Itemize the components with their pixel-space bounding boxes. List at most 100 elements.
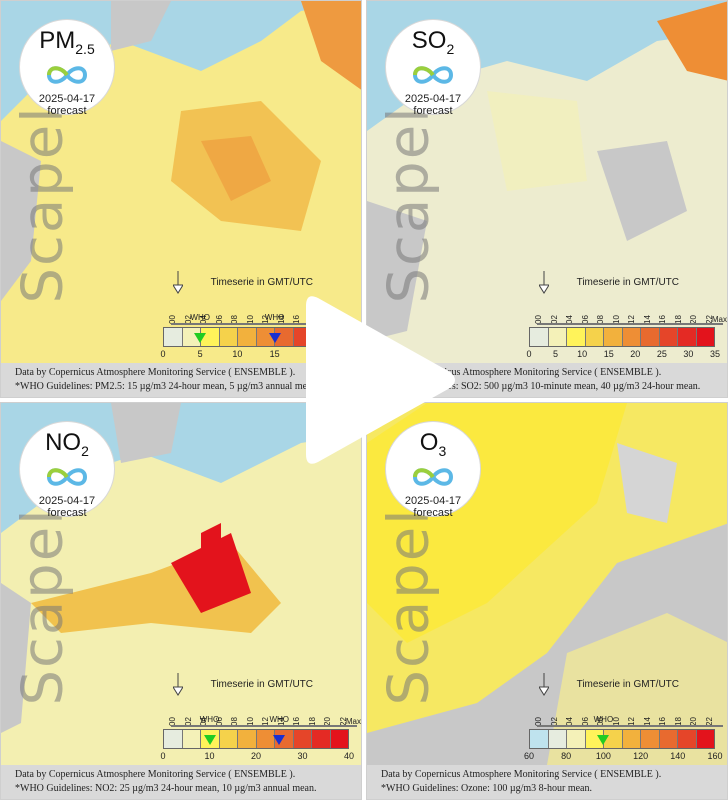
legend-tick-label: 120	[633, 751, 649, 761]
legend-tick-label: 0	[160, 751, 166, 761]
scapeler-watermark: Scapeler	[376, 43, 442, 304]
legend-tick-label: 100	[595, 751, 611, 761]
legend-ticks: 60 80 100 120 140 160	[524, 751, 725, 763]
forecast-label: forecast	[413, 506, 453, 519]
legend-tick-label: 20	[250, 751, 262, 761]
current-time-marker-icon	[539, 271, 549, 294]
play-icon[interactable]	[300, 290, 460, 470]
caption-who: *WHO Guidelines: PM2.5: 15 µg/m3 24-hour…	[15, 381, 319, 392]
infinity-logo-icon	[46, 468, 88, 486]
who-guideline-arrow-icon	[597, 735, 610, 745]
pollutant-title: SO2	[411, 27, 455, 57]
panel-no2: Scapeler NO2 2025-04-17 forecast Timeser…	[0, 402, 362, 800]
panel-so2: Scapeler SO2 2025-04-17 forecast Timeser…	[366, 0, 728, 398]
timeserie-label: Timeserie in GMT/UTC	[576, 679, 679, 690]
who-guideline-arrow-icon	[268, 333, 281, 343]
timeserie-label: Timeserie in GMT/UTC	[576, 277, 679, 288]
who-guideline-arrow-icon	[194, 333, 207, 343]
color-legend: 60 80 100 120 140 160 WHO	[524, 715, 725, 765]
color-swatch	[530, 730, 549, 748]
color-scale-bar	[529, 327, 715, 347]
pollutant-badge: NO2 2025-04-17 forecast	[19, 421, 115, 519]
color-scale-bar	[529, 729, 715, 749]
color-swatch	[330, 730, 348, 748]
scapeler-watermark: Scapeler	[10, 43, 76, 304]
who-guideline-arrow-icon	[273, 735, 286, 745]
forecast-date: 2025-04-17	[404, 494, 462, 507]
color-swatch	[530, 328, 549, 346]
current-time-marker-icon	[173, 673, 183, 696]
caption-who: *WHO Guidelines: SO2: 500 µg/m3 10-minut…	[381, 381, 701, 392]
who-guideline-label: WHO	[199, 715, 220, 724]
legend-tick-label: 0	[160, 349, 166, 359]
scapeler-watermark: Scapeler	[376, 445, 442, 706]
infinity-logo-icon	[412, 468, 454, 486]
legend-tick-label: 80	[561, 751, 572, 761]
color-swatch	[312, 730, 331, 748]
color-swatch	[567, 730, 586, 748]
caption-who: *WHO Guidelines: Ozone: 100 µg/m3 8-hour…	[381, 783, 592, 794]
caption-who: *WHO Guidelines: NO2: 25 µg/m3 24-hour m…	[15, 783, 317, 794]
legend-tick-label: 40	[343, 751, 355, 761]
current-time-marker-icon	[539, 673, 549, 696]
legend-tick-label: 15	[603, 349, 614, 359]
color-swatch	[256, 730, 275, 748]
legend-tick-label: 10	[577, 349, 588, 359]
color-swatch	[219, 328, 238, 346]
color-swatch	[164, 730, 183, 748]
forecast-label: forecast	[47, 506, 87, 519]
who-guideline-label: WHO	[593, 715, 614, 724]
so2-map-image	[367, 1, 727, 363]
who-guideline-label: WHO	[264, 313, 285, 322]
legend-tick-label: 0	[526, 349, 532, 359]
color-swatch	[678, 730, 697, 748]
pollutant-badge: O3 2025-04-17 forecast	[385, 421, 481, 519]
who-guideline-label: WHO	[190, 313, 210, 322]
color-swatch	[659, 730, 678, 748]
color-legend: 0 5 10 15 20 25 30 35 Max	[526, 315, 727, 363]
color-swatch	[622, 730, 641, 748]
color-swatch	[678, 328, 697, 346]
data-caption: Data by Copernicus Atmosphere Monitoring…	[367, 765, 727, 799]
color-swatch	[696, 328, 714, 346]
color-swatch	[238, 328, 257, 346]
pollutant-title: O3	[419, 429, 447, 459]
color-scale-bar	[163, 729, 349, 749]
legend-tick-label: 5	[197, 349, 203, 359]
timeserie-label: Timeserie in GMT/UTC	[210, 679, 313, 690]
legend-tick-label: 140	[670, 751, 686, 761]
timeline-axis	[171, 725, 357, 727]
color-swatch	[659, 328, 678, 346]
legend-tick-label: 15	[269, 349, 280, 359]
legend-ticks: 0 5 10 15 20 25 30 35	[526, 349, 725, 361]
color-swatch	[238, 730, 257, 748]
legend-tick-label: 25	[656, 349, 667, 359]
forecast-date: 2025-04-17	[404, 92, 462, 105]
legend-max-label: Max	[345, 717, 361, 726]
legend-tick-label: 20	[630, 349, 641, 359]
caption-source: Data by Copernicus Atmosphere Monitoring…	[381, 769, 662, 780]
timeserie-label: Timeserie in GMT/UTC	[210, 277, 313, 288]
scapeler-watermark: Scapeler	[10, 445, 76, 706]
color-swatch	[548, 730, 567, 748]
legend-tick-label: 5	[553, 349, 559, 359]
color-legend: 0 10 20 30 40 WHO WHO Max	[160, 715, 361, 765]
pm25-map-image	[1, 1, 361, 363]
forecast-label: forecast	[413, 104, 453, 117]
color-swatch	[567, 328, 586, 346]
color-swatch	[293, 730, 312, 748]
current-time-marker-icon	[173, 271, 183, 294]
legend-tick-label: 10	[232, 349, 243, 359]
forecast-label: forecast	[47, 104, 87, 117]
pollutant-title: PM2.5	[39, 27, 95, 57]
data-caption: Data by Copernicus Atmosphere Monitoring…	[1, 765, 361, 799]
legend-tick-label: 160	[707, 751, 723, 761]
legend-tick-label: 30	[297, 751, 308, 761]
